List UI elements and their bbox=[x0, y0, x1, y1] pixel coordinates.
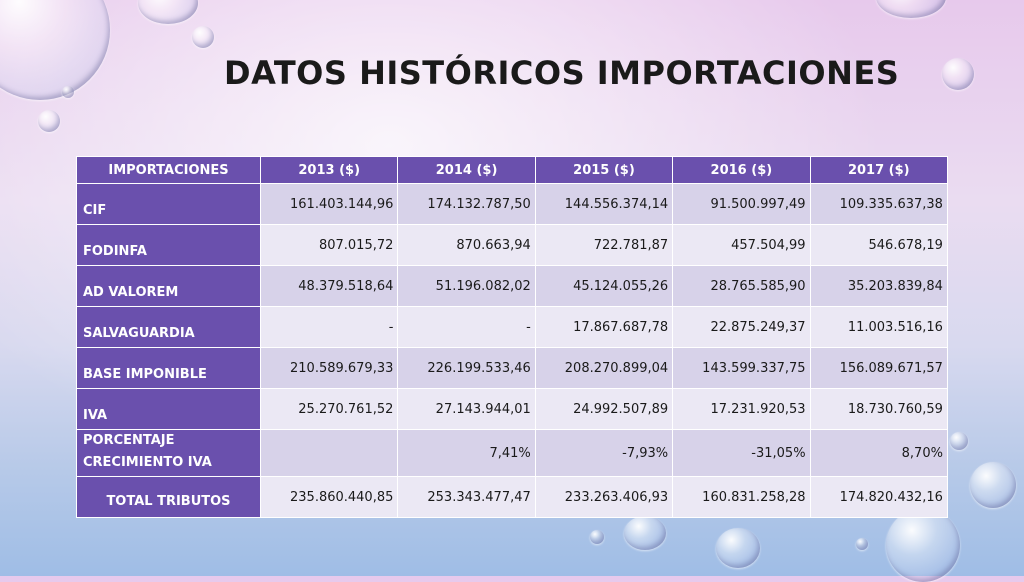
water-drop-decoration bbox=[876, 0, 946, 18]
table-row: SALVAGUARDIA - - 17.867.687,78 22.875.24… bbox=[76, 306, 948, 348]
water-drop-decoration bbox=[624, 516, 666, 550]
table-cell: 208.270.899,04 bbox=[534, 347, 674, 389]
table-cell: 160.831.258,28 bbox=[672, 476, 811, 518]
table-cell: 35.203.839,84 bbox=[809, 265, 948, 307]
row-label: FODINFA bbox=[76, 224, 261, 266]
column-header: 2016 ($) bbox=[672, 156, 811, 184]
table-cell: 45.124.055,26 bbox=[534, 265, 674, 307]
water-drop-decoration bbox=[886, 508, 960, 582]
table-cell: 28.765.585,90 bbox=[672, 265, 811, 307]
table-cell: 253.343.477,47 bbox=[397, 476, 536, 518]
water-drop-decoration bbox=[950, 432, 968, 450]
table-cell: 143.599.337,75 bbox=[672, 347, 811, 389]
table-cell: 17.867.687,78 bbox=[534, 306, 674, 348]
row-label: IVA bbox=[76, 388, 261, 430]
table-cell: 11.003.516,16 bbox=[809, 306, 948, 348]
water-drop-decoration bbox=[942, 58, 974, 90]
table-cell: 18.730.760,59 bbox=[809, 388, 948, 430]
row-label-line: PORCENTAJE bbox=[83, 433, 175, 448]
table-cell: 25.270.761,52 bbox=[259, 388, 399, 430]
column-header: 2015 ($) bbox=[534, 156, 674, 184]
water-drop-decoration bbox=[62, 86, 74, 98]
water-drop-decoration bbox=[716, 528, 760, 568]
table-cell: 161.403.144,96 bbox=[259, 183, 399, 225]
column-header: IMPORTACIONES bbox=[76, 156, 261, 184]
column-header: 2013 ($) bbox=[259, 156, 399, 184]
table-cell: - bbox=[397, 306, 536, 348]
table-cell: 91.500.997,49 bbox=[672, 183, 811, 225]
water-drop-decoration bbox=[0, 0, 110, 100]
imports-table: IMPORTACIONES 2013 ($) 2014 ($) 2015 ($)… bbox=[76, 156, 948, 518]
row-label: PORCENTAJE CRECIMIENTO IVA bbox=[76, 429, 261, 477]
row-label: BASE IMPONIBLE bbox=[76, 347, 261, 389]
table-cell: 22.875.249,37 bbox=[672, 306, 811, 348]
water-drop-decoration bbox=[856, 538, 868, 550]
table-cell: 210.589.679,33 bbox=[259, 347, 399, 389]
table-row: PORCENTAJE CRECIMIENTO IVA 7,41% -7,93% … bbox=[76, 429, 948, 477]
table-cell: 174.820.432,16 bbox=[809, 476, 948, 518]
row-label: CIF bbox=[76, 183, 261, 225]
table-cell bbox=[259, 429, 399, 477]
table-cell: 144.556.374,14 bbox=[534, 183, 674, 225]
row-label: SALVAGUARDIA bbox=[76, 306, 261, 348]
table-cell: 51.196.082,02 bbox=[397, 265, 536, 307]
water-drop-decoration bbox=[970, 462, 1016, 508]
table-row: FODINFA 807.015,72 870.663,94 722.781,87… bbox=[76, 224, 948, 266]
column-header: 2017 ($) bbox=[809, 156, 948, 184]
table-cell: 27.143.944,01 bbox=[397, 388, 536, 430]
water-drop-decoration bbox=[138, 0, 198, 24]
table-cell: 24.992.507,89 bbox=[534, 388, 674, 430]
table-cell: -31,05% bbox=[672, 429, 811, 477]
table-cell: 870.663,94 bbox=[397, 224, 536, 266]
table-cell: 722.781,87 bbox=[534, 224, 674, 266]
row-label: TOTAL TRIBUTOS bbox=[76, 476, 261, 518]
table-row: IVA 25.270.761,52 27.143.944,01 24.992.5… bbox=[76, 388, 948, 430]
table-row: CIF 161.403.144,96 174.132.787,50 144.55… bbox=[76, 183, 948, 225]
table-cell: 8,70% bbox=[809, 429, 948, 477]
column-header: 2014 ($) bbox=[397, 156, 536, 184]
table-cell: 48.379.518,64 bbox=[259, 265, 399, 307]
water-drop-decoration bbox=[192, 26, 214, 48]
slide-title: DATOS HISTÓRICOS IMPORTACIONES bbox=[224, 54, 900, 92]
table-cell: 235.860.440,85 bbox=[259, 476, 399, 518]
table-cell: 233.263.406,93 bbox=[534, 476, 674, 518]
table-cell: - bbox=[259, 306, 399, 348]
table-cell: 17.231.920,53 bbox=[672, 388, 811, 430]
table-row: AD VALOREM 48.379.518,64 51.196.082,02 4… bbox=[76, 265, 948, 307]
row-label-line: CRECIMIENTO IVA bbox=[83, 455, 212, 470]
table-row: TOTAL TRIBUTOS 235.860.440,85 253.343.47… bbox=[76, 476, 948, 518]
table-cell: 546.678,19 bbox=[809, 224, 948, 266]
table-cell: 807.015,72 bbox=[259, 224, 399, 266]
table-header-row: IMPORTACIONES 2013 ($) 2014 ($) 2015 ($)… bbox=[76, 156, 948, 184]
table-cell: -7,93% bbox=[534, 429, 674, 477]
water-drop-decoration bbox=[38, 110, 60, 132]
water-drop-decoration bbox=[590, 530, 604, 544]
table-cell: 226.199.533,46 bbox=[397, 347, 536, 389]
table-cell: 109.335.637,38 bbox=[809, 183, 948, 225]
table-cell: 7,41% bbox=[397, 429, 536, 477]
row-label: AD VALOREM bbox=[76, 265, 261, 307]
table-cell: 457.504,99 bbox=[672, 224, 811, 266]
table-cell: 156.089.671,57 bbox=[809, 347, 948, 389]
table-cell: 174.132.787,50 bbox=[397, 183, 536, 225]
table-row: BASE IMPONIBLE 210.589.679,33 226.199.53… bbox=[76, 347, 948, 389]
